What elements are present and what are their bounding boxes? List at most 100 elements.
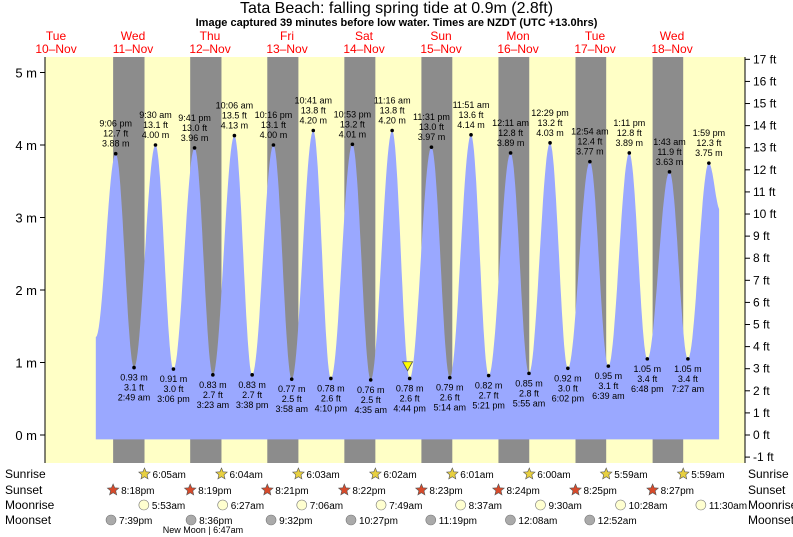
high-tide-height-ft: 13.6 ft [459, 110, 485, 120]
day-date: 16–Nov [497, 42, 538, 56]
moonset-moon-icon [505, 514, 516, 526]
sunrise-star-icon [138, 467, 151, 480]
low-tide-height-ft: 3.1 ft [124, 383, 145, 393]
low-tide-time: 6:39 am [592, 391, 625, 401]
moonrise-time: 7:06am [310, 501, 343, 512]
right-tick-label: 10 ft [753, 207, 777, 221]
high-tide-point [667, 170, 672, 174]
low-tide-height-m: 0.92 m [554, 373, 582, 383]
sunset-time: 8:22pm [352, 486, 385, 497]
high-tide-height-m: 4.20 m [300, 116, 328, 126]
moonset-moon-icon [185, 514, 197, 526]
high-tide-point [232, 133, 237, 138]
high-tide-time: 12:11 am [492, 118, 529, 128]
moonrise-time: 7:49am [389, 501, 422, 512]
sunrise-time: 6:01am [460, 470, 493, 481]
moonrise-time: 11:30am [709, 501, 747, 512]
right-tick-label: 16 ft [753, 74, 777, 88]
low-tide-height-m: 0.76 m [357, 385, 385, 395]
low-tide-point [486, 373, 491, 378]
moonset-row-label: Moonset [5, 513, 52, 527]
sunrise-star-icon [215, 467, 228, 480]
right-tick-label: -1 ft [753, 450, 774, 464]
day-date: 13–Nov [266, 42, 307, 56]
low-tide-height-ft: 3.4 ft [678, 374, 699, 384]
high-tide-time: 12:29 pm [531, 108, 569, 118]
high-tide-time: 1:43 am [653, 137, 686, 147]
moonrise-moon-icon [217, 499, 228, 511]
sunset-star-icon [183, 483, 197, 496]
high-tide-height-m: 3.77 m [576, 147, 604, 157]
high-tide-height-ft: 13.2 ft [340, 119, 366, 129]
right-tick-label: 0 ft [753, 428, 770, 442]
high-tide-height-m: 3.96 m [181, 133, 209, 143]
sunset-star-icon [260, 483, 274, 496]
sunrise-row-label: Sunrise [5, 467, 46, 481]
left-tick-label: 5 m [15, 66, 37, 81]
low-tide-height-ft: 2.7 ft [479, 391, 500, 401]
moonset-time: 7:39pm [119, 516, 152, 527]
low-tide-height-ft: 3.0 ft [163, 384, 184, 394]
sunset-star-icon [414, 483, 428, 496]
moon-phase-note: New Moon | 6:47am [163, 525, 243, 535]
high-tide-height-ft: 13.1 ft [143, 120, 169, 130]
low-tide-height-ft: 2.7 ft [203, 390, 224, 400]
day-date: 17–Nov [574, 42, 615, 56]
low-tide-point [289, 377, 294, 381]
sunrise-star-icon [368, 467, 382, 480]
sunrise-star-icon [291, 467, 305, 480]
low-tide-height-m: 0.83 m [199, 380, 227, 390]
high-tide-height-ft: 13.0 ft [419, 122, 445, 132]
day-date: 12–Nov [189, 42, 230, 56]
low-tide-height-ft: 2.8 ft [519, 388, 540, 398]
high-tide-point [350, 142, 355, 147]
low-tide-height-ft: 3.4 ft [637, 374, 658, 384]
sunset-time: 8:27pm [661, 486, 694, 497]
sun-moon-rows: Sunrise Sunrise 6:05am 6:04am 6:03am 6:02am 6:… [5, 467, 793, 535]
plot-margin-left [45, 57, 96, 463]
low-tide-height-ft: 2.5 ft [361, 395, 382, 405]
sunrise-star-icon [599, 467, 613, 480]
moonset-moon-icon [105, 514, 117, 526]
low-tide-time: 5:21 pm [472, 401, 505, 411]
right-tick-label: 11 ft [753, 185, 776, 199]
high-tide-height-ft: 11.9 ft [657, 147, 682, 157]
low-tide-point [407, 376, 412, 381]
low-tide-time: 4:44 pm [393, 403, 426, 413]
high-tide-height-m: 4.00 m [260, 130, 288, 140]
high-tide-height-m: 3.63 m [656, 157, 684, 167]
sunset-star-icon [106, 483, 120, 496]
low-tide-time: 2:49 am [118, 393, 151, 403]
high-tide-time: 1:59 pm [693, 128, 726, 138]
high-tide-height-m: 3.97 m [418, 132, 446, 142]
low-tide-height-ft: 2.6 ft [321, 393, 342, 403]
high-tide-point [311, 128, 316, 133]
high-tide-height-ft: 12.8 ft [498, 128, 524, 138]
sunrise-time: 5:59am [691, 470, 724, 481]
high-tide-time: 11:31 pm [413, 112, 450, 122]
moonset-moon-icon [345, 514, 357, 526]
high-tide-height-m: 4.00 m [142, 130, 170, 140]
high-tide-height-ft: 13.2 ft [538, 118, 564, 128]
high-tide-height-ft: 13.8 ft [301, 106, 327, 116]
high-tide-height-m: 4.03 m [536, 128, 564, 138]
sunrise-time: 6:04am [229, 470, 262, 481]
moonrise-time: 9:30am [548, 501, 581, 512]
moonset-time: 12:52am [598, 516, 637, 527]
axes: 0 m 1 m 2 m 3 m 4 m 5 m -1 ft 0 ft 1 ft 2 ft 3 ft 4… [15, 52, 777, 464]
high-tide-time: 11:16 am [374, 96, 411, 106]
high-tide-time: 9:06 pm [99, 119, 132, 129]
low-tide-height-m: 0.83 m [238, 380, 266, 390]
sunset-row-label: Sunset [5, 483, 43, 497]
low-tide-height-ft: 2.5 ft [282, 394, 303, 404]
moonrise-moon-icon [138, 499, 150, 511]
sunset-star-icon [491, 483, 505, 496]
moonrise-moon-icon [695, 499, 707, 511]
day-date: 11–Nov [113, 42, 153, 56]
sunset-time: 8:25pm [584, 486, 617, 497]
sunset-star-icon [337, 483, 351, 496]
low-tide-point [566, 366, 570, 371]
low-tide-time: 3:58 am [275, 404, 308, 414]
low-tide-point [686, 357, 690, 361]
